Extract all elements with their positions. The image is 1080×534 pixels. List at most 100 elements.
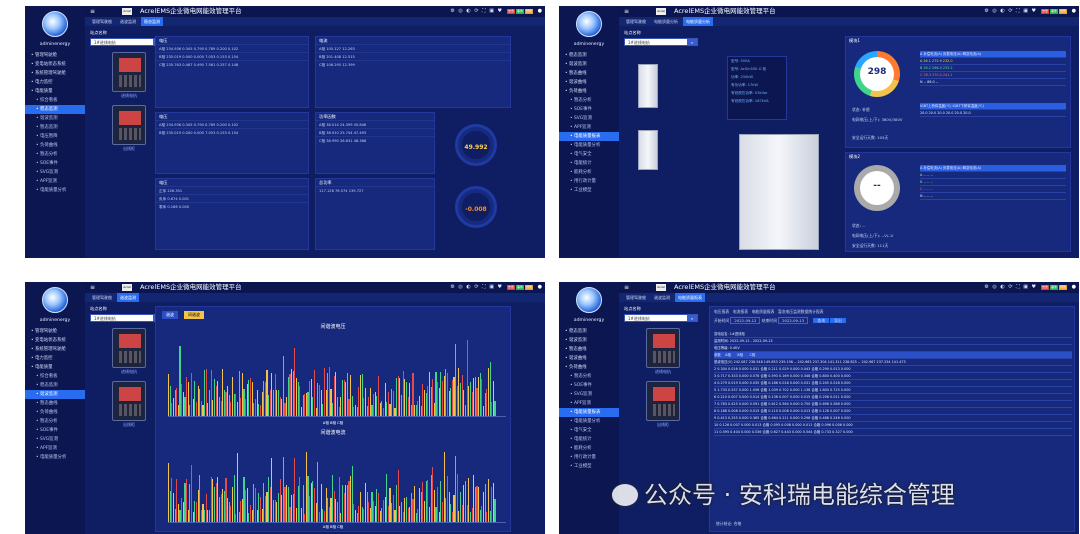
- sidebar-item[interactable]: • 变电站状态系统: [31, 338, 66, 343]
- sidebar-item[interactable]: • 负荷曲线: [565, 89, 587, 94]
- alarm-badge[interactable]: 告警: [507, 285, 515, 290]
- sidebar-item[interactable]: • APF监测: [36, 446, 57, 451]
- sidebar-item[interactable]: • 谐波监测: [565, 62, 587, 67]
- sidebar-item[interactable]: • 谐波监测: [25, 390, 85, 399]
- menu-toggle-icon[interactable]: ≡: [624, 284, 630, 291]
- station-search-input[interactable]: 1#进线电抗⌕: [90, 38, 164, 46]
- tab[interactable]: 稳态监测: [141, 17, 163, 26]
- tab[interactable]: 谐波监测: [654, 295, 670, 300]
- sidebar-item[interactable]: • 电能质量分析: [36, 455, 67, 460]
- sidebar-item[interactable]: • 电能质量分析: [570, 419, 601, 424]
- sidebar-item[interactable]: • APF监测: [36, 179, 57, 184]
- sidebar-item[interactable]: • SVG监测: [570, 116, 592, 121]
- alarm-badge[interactable]: 告警: [507, 9, 515, 14]
- tab[interactable]: 谐波监测: [117, 293, 139, 302]
- sidebar-item[interactable]: • 谐波曲线: [565, 80, 587, 85]
- sidebar-item[interactable]: • 暂态分析: [36, 419, 58, 424]
- sidebar-item[interactable]: • 电能质量报表: [559, 408, 619, 417]
- device-label-2[interactable]: 出线柜: [123, 146, 135, 151]
- user-icon[interactable]: ●: [537, 284, 542, 290]
- tab[interactable]: 电能质量分析: [654, 19, 678, 24]
- tab[interactable]: 电能质量报表: [675, 293, 705, 302]
- search-icon[interactable]: ⌕: [687, 315, 697, 321]
- sidebar-item[interactable]: • 综合看板: [36, 374, 58, 379]
- sidebar-item[interactable]: • 电能质量报表: [559, 132, 619, 141]
- sidebar-item[interactable]: • 电能质量: [31, 89, 53, 94]
- user-icon[interactable]: ●: [1071, 284, 1076, 290]
- station-search-input[interactable]: 1#进线电抗⌕: [90, 314, 164, 322]
- sidebar-item[interactable]: • 工业模型: [570, 464, 592, 469]
- sidebar-item[interactable]: • 系统管理驾驶舱: [31, 71, 66, 76]
- sidebar-item[interactable]: • 暂态监测: [36, 125, 58, 130]
- query-button[interactable]: 查询: [813, 318, 829, 323]
- export-button[interactable]: 导出: [830, 318, 846, 323]
- sidebar-item[interactable]: • 电力监控: [31, 356, 53, 361]
- sidebar-item[interactable]: • 暂态分析: [36, 152, 58, 157]
- event-badge[interactable]: 事件: [516, 285, 524, 290]
- interharmonic-button[interactable]: 间谐波: [184, 311, 204, 319]
- subtab[interactable]: 暂态电压监测数据统计报表: [778, 309, 824, 314]
- device-label-1[interactable]: 进线电抗: [121, 93, 137, 98]
- sidebar-item[interactable]: • 暂态曲线: [565, 71, 587, 76]
- tab[interactable]: 电能质量分析: [683, 17, 713, 26]
- sidebar-item[interactable]: • 系统管理驾驶舱: [31, 347, 66, 352]
- sidebar-item[interactable]: • SVG监测: [570, 392, 592, 397]
- sidebar-item[interactable]: • 管理驾驶舱: [31, 53, 57, 58]
- search-icon[interactable]: ⌕: [687, 39, 697, 45]
- sidebar-item[interactable]: • 谐波监测: [565, 338, 587, 343]
- sidebar-item[interactable]: • 电能质量分析: [36, 188, 67, 193]
- device-label-2[interactable]: 出线柜: [123, 422, 135, 427]
- subtab[interactable]: 电能质量报表: [751, 309, 775, 314]
- sidebar-item[interactable]: • 负荷曲线: [36, 143, 58, 148]
- report-subtabs[interactable]: 电压报表 电流报表 电能质量报表 暂态电压监测数据统计报表: [710, 307, 1074, 316]
- sidebar-item[interactable]: • 变电站状态系统: [31, 62, 66, 67]
- sidebar-item[interactable]: • 暂态曲线: [36, 401, 58, 406]
- warning-badge[interactable]: 预警: [1059, 285, 1067, 290]
- sidebar-item[interactable]: • 谐波监测: [36, 116, 58, 121]
- sidebar-item[interactable]: • 电能统计: [570, 437, 592, 442]
- sidebar-item[interactable]: • SOE事件: [36, 161, 58, 166]
- warning-badge[interactable]: 预警: [525, 285, 533, 290]
- station-search-input[interactable]: 1#进线电抗⌕: [624, 38, 698, 46]
- menu-toggle-icon[interactable]: ≡: [90, 8, 96, 15]
- menu-toggle-icon[interactable]: ≡: [90, 284, 96, 291]
- sidebar-item[interactable]: • 工业模型: [570, 188, 592, 193]
- sidebar-item[interactable]: • 稳态监测: [565, 329, 587, 334]
- sidebar-item[interactable]: • 稳态监测: [565, 53, 587, 58]
- sidebar-item[interactable]: • 电能质量分析: [570, 143, 601, 148]
- sidebar-item[interactable]: • 电气安全: [570, 428, 592, 433]
- sidebar-item[interactable]: • 能耗分析: [570, 170, 592, 175]
- sidebar-item[interactable]: • SOE事件: [570, 107, 592, 112]
- sidebar-item[interactable]: • 暂态分析: [570, 98, 592, 103]
- warning-badge[interactable]: 预警: [525, 9, 533, 14]
- sidebar-item[interactable]: • 稳态监测: [25, 105, 85, 114]
- tab[interactable]: 谐波监测: [120, 19, 136, 24]
- event-badge[interactable]: 事件: [516, 9, 524, 14]
- toolbar-icons[interactable]: ⚙ ◎ ◐ ⟳ ⛶ ▣ ♥: [984, 8, 1037, 14]
- sidebar-item[interactable]: • 管理驾驶舱: [31, 329, 57, 334]
- sidebar-item[interactable]: • SVG监测: [36, 170, 58, 175]
- sidebar-item[interactable]: • 用行政计量: [570, 179, 596, 184]
- sidebar-item[interactable]: • 用行政计量: [570, 455, 596, 460]
- sidebar-item[interactable]: • 负荷曲线: [36, 410, 58, 415]
- sidebar-item[interactable]: • 综合看板: [36, 98, 58, 103]
- tab[interactable]: 管理驾驶舱: [626, 295, 646, 300]
- alarm-badge[interactable]: 告警: [1041, 9, 1049, 14]
- subtab[interactable]: 电压报表: [714, 309, 730, 314]
- event-badge[interactable]: 事件: [1050, 9, 1058, 14]
- sidebar-item[interactable]: • SVG监测: [36, 437, 58, 442]
- tab[interactable]: 管理驾驶舱: [626, 19, 646, 24]
- device-label-2[interactable]: 出线柜: [657, 422, 669, 427]
- sidebar-item[interactable]: • 暂态分析: [570, 374, 592, 379]
- station-search-input[interactable]: 1#进线电抗⌕: [624, 314, 698, 322]
- sidebar-item[interactable]: • APF监测: [570, 401, 591, 406]
- device-label-1[interactable]: 进线电抗: [655, 369, 671, 374]
- sidebar-item[interactable]: • 电气安全: [570, 152, 592, 157]
- end-date-input[interactable]: 2022-09-13: [778, 317, 809, 324]
- harmonic-button[interactable]: 谐波: [162, 311, 178, 319]
- sidebar-item[interactable]: • 电能质量: [31, 365, 53, 370]
- toolbar-icons[interactable]: ⚙ ◎ ◐ ⟳ ⛶ ▣ ♥: [450, 8, 503, 14]
- sidebar-item[interactable]: • 负荷曲线: [565, 365, 587, 370]
- tab[interactable]: 管理驾驶舱: [92, 19, 112, 24]
- device-label-1[interactable]: 进线电抗: [121, 369, 137, 374]
